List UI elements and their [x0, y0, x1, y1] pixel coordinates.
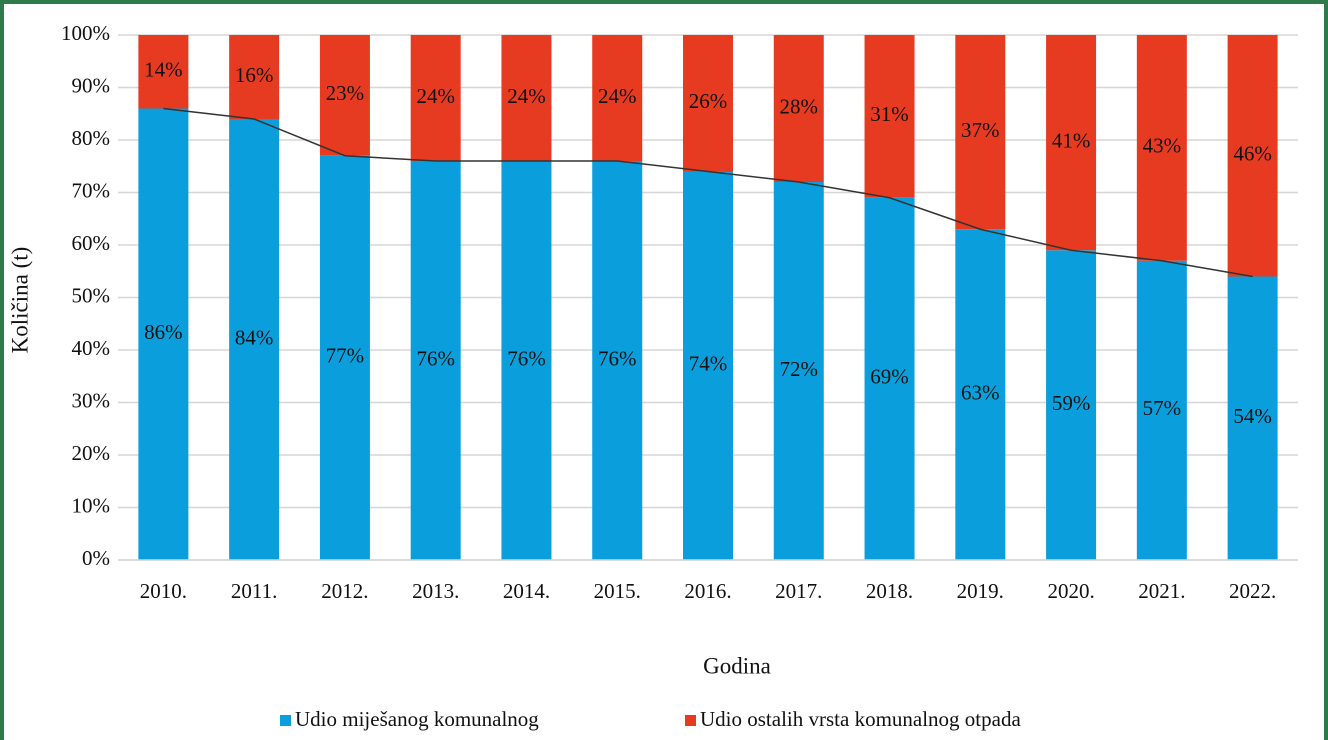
bar-segment — [955, 229, 1006, 560]
data-label: 16% — [235, 63, 274, 87]
y-tick-label: 50% — [72, 283, 111, 307]
bar-segment — [592, 161, 643, 560]
data-label: 76% — [416, 346, 455, 370]
x-axis-title: Godina — [703, 653, 771, 678]
data-label: 37% — [961, 118, 1000, 142]
data-label: 77% — [326, 344, 365, 368]
x-tick-label: 2020. — [1047, 579, 1094, 603]
y-tick-label: 90% — [72, 73, 111, 97]
bar-segment — [410, 161, 461, 560]
y-tick-label: 80% — [72, 126, 111, 150]
x-tick-label: 2021. — [1138, 579, 1185, 603]
x-tick-label: 2015. — [594, 579, 641, 603]
x-tick-label: 2016. — [684, 579, 731, 603]
bar-segment — [683, 171, 733, 560]
trend-line — [163, 107, 1253, 278]
data-label: 24% — [507, 84, 546, 108]
data-label: 57% — [1143, 396, 1182, 420]
x-tick-label: 2022. — [1229, 579, 1276, 603]
data-label: 76% — [507, 346, 546, 370]
bar-segment — [864, 197, 915, 560]
data-label: 14% — [144, 58, 183, 82]
y-axis-title: Količina (t) — [7, 247, 32, 354]
y-tick-label: 30% — [72, 388, 111, 412]
bar-segment — [319, 155, 370, 560]
x-tick-label: 2010. — [140, 579, 187, 603]
x-tick-label: 2011. — [231, 579, 277, 603]
data-label: 54% — [1233, 404, 1272, 428]
x-tick-label: 2012. — [321, 579, 368, 603]
bar-segment — [319, 35, 370, 156]
bar-segment — [1136, 260, 1187, 560]
y-tick-label: 20% — [72, 441, 111, 465]
data-label: 84% — [235, 325, 274, 349]
bar-segment — [683, 35, 733, 172]
bar-segment — [1227, 276, 1278, 560]
bar-segment — [1227, 35, 1278, 277]
bar-segment — [1046, 250, 1097, 560]
bar-segment — [138, 108, 189, 560]
bar-segment — [1136, 35, 1187, 261]
x-tick-label: 2017. — [775, 579, 822, 603]
x-tick-label: 2019. — [957, 579, 1004, 603]
bar-segment — [501, 35, 552, 161]
y-tick-label: 100% — [61, 21, 110, 45]
data-label: 69% — [870, 365, 909, 389]
bar-segment — [138, 35, 189, 109]
y-tick-label: 10% — [72, 493, 111, 517]
x-tick-label: 2013. — [412, 579, 459, 603]
bar-segment — [773, 182, 824, 560]
data-label: 24% — [598, 84, 637, 108]
data-label: 28% — [780, 94, 819, 118]
x-tick-label: 2014. — [503, 579, 550, 603]
y-tick-label: 70% — [72, 178, 111, 202]
legend-label: Udio miješanog komunalnog — [295, 707, 539, 731]
data-label: 74% — [689, 352, 728, 376]
y-tick-label: 0% — [82, 546, 110, 570]
data-label: 26% — [689, 89, 728, 113]
x-tick-label: 2018. — [866, 579, 913, 603]
bar-segment — [1046, 35, 1097, 251]
legend-swatch — [280, 715, 291, 726]
data-label: 63% — [961, 380, 1000, 404]
data-label: 76% — [598, 346, 637, 370]
bar-segment — [501, 161, 552, 560]
bar-segment — [955, 35, 1006, 230]
data-label: 72% — [780, 357, 819, 381]
bar-segment — [773, 35, 824, 182]
data-label: 86% — [144, 320, 183, 344]
bar-segment — [592, 35, 643, 161]
data-label: 46% — [1233, 142, 1272, 166]
data-label: 24% — [416, 84, 455, 108]
data-label: 43% — [1143, 134, 1182, 158]
data-label: 41% — [1052, 128, 1091, 152]
data-label: 23% — [326, 81, 365, 105]
bar-segment — [229, 119, 280, 560]
data-label: 59% — [1052, 391, 1091, 415]
bar-segment — [864, 35, 915, 198]
data-label: 31% — [870, 102, 909, 126]
y-tick-label: 60% — [72, 231, 111, 255]
y-tick-label: 40% — [72, 336, 111, 360]
legend-swatch — [685, 715, 696, 726]
legend-label: Udio ostalih vrsta komunalnog otpada — [700, 707, 1021, 731]
bar-segment — [410, 35, 461, 161]
bar-segment — [229, 35, 280, 119]
